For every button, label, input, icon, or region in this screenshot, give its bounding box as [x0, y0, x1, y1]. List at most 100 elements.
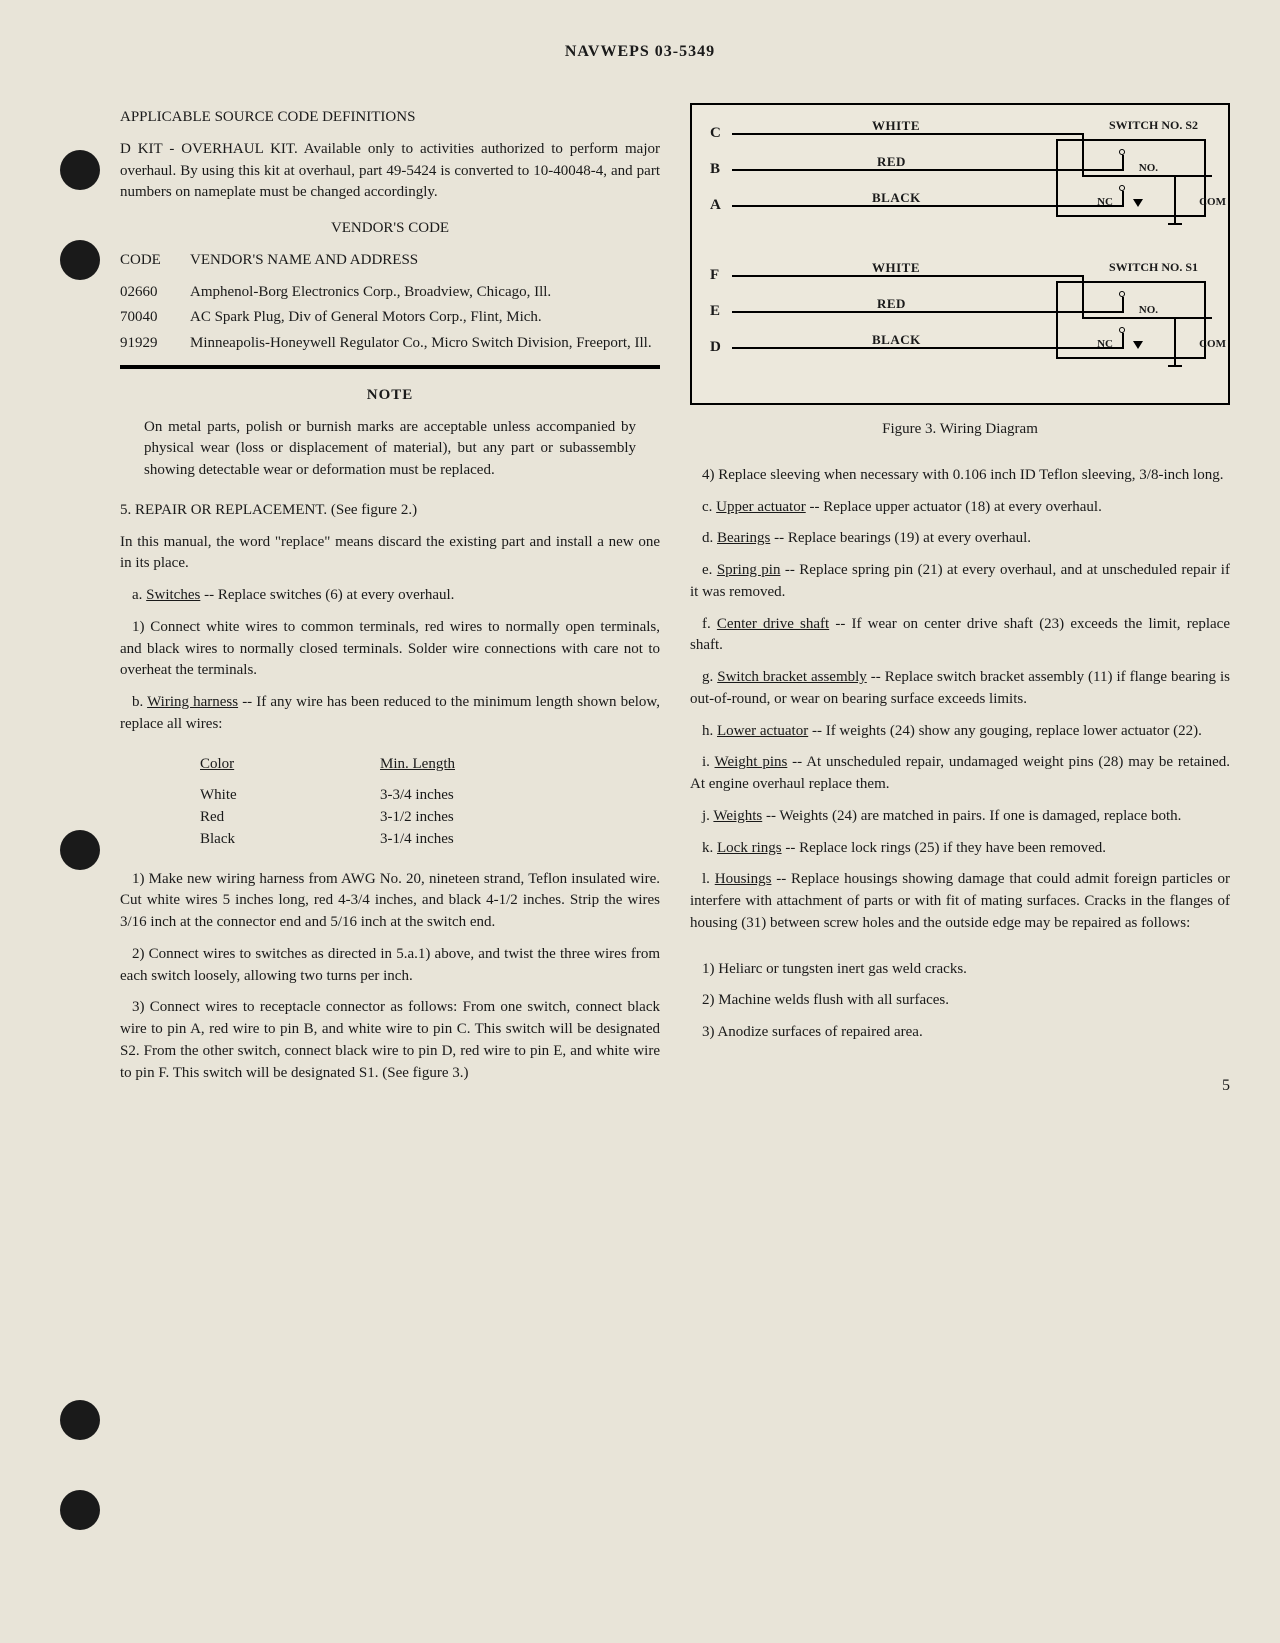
wire-red-s1	[732, 311, 1122, 313]
item-a1: 1) Connect white wires to common termina…	[120, 617, 660, 682]
ground-icon	[1168, 365, 1182, 367]
section5-title: 5. REPAIR OR REPLACEMENT. (See figure 2.…	[120, 500, 660, 522]
vendor-name: Amphenol-Borg Electronics Corp., Broadvi…	[190, 282, 660, 304]
item-c-label: Upper actuator	[716, 499, 806, 515]
right-column: SWITCH NO. S2 C WHITE B RED NO. A BLACK …	[690, 103, 1230, 1097]
item-l1: 1) Heliarc or tungsten inert gas weld cr…	[690, 959, 1230, 981]
no-label: NO.	[1139, 303, 1158, 319]
section5-intro: In this manual, the word "replace" means…	[120, 532, 660, 576]
item-k-label: Lock rings	[717, 840, 782, 856]
item-l-label: Housings	[715, 871, 772, 887]
item-f-label: Center drive shaft	[717, 616, 829, 632]
wire-len: 3-1/4 inches	[380, 829, 530, 851]
item-c-text: -- Replace upper actuator (18) at every …	[806, 499, 1102, 515]
item-j-text: -- Weights (24) are matched in pairs. If…	[762, 808, 1181, 824]
wire-len: 3-3/4 inches	[380, 785, 530, 807]
item-b3: 3) Connect wires to receptacle connector…	[120, 997, 660, 1084]
terminal-b: B	[710, 159, 720, 181]
wire-row: Red 3-1/2 inches	[200, 807, 660, 829]
terminal-e: E	[710, 301, 720, 323]
wire-color: Black	[200, 829, 380, 851]
wire-red-label: RED	[877, 153, 906, 172]
com-label: COM	[1199, 195, 1226, 211]
terminal-c: C	[710, 123, 721, 145]
wire-header-color: Color	[200, 754, 380, 776]
item-b: b. Wiring harness -- If any wire has bee…	[120, 692, 660, 736]
vendor-header-code: CODE	[120, 250, 190, 272]
arrow-icon	[1133, 341, 1143, 349]
item-d: d. Bearings -- Replace bearings (19) at …	[690, 528, 1230, 550]
binder-hole	[60, 830, 100, 870]
terminal-a: A	[710, 195, 721, 217]
source-code-title: APPLICABLE SOURCE CODE DEFINITIONS	[120, 107, 660, 129]
terminal-f: F	[710, 265, 719, 287]
wire-white-label: WHITE	[872, 259, 920, 278]
vendor-name: Minneapolis-Honeywell Regulator Co., Mic…	[190, 333, 660, 355]
item-l: l. Housings -- Replace housings showing …	[690, 869, 1230, 934]
vendor-name: AC Spark Plug, Div of General Motors Cor…	[190, 307, 660, 329]
item-i-label: Weight pins	[715, 754, 788, 770]
vendor-header-name: VENDOR'S NAME AND ADDRESS	[190, 250, 660, 272]
item-i: i. Weight pins -- At unscheduled repair,…	[690, 752, 1230, 796]
wire-red-s2	[732, 169, 1122, 171]
left-column: APPLICABLE SOURCE CODE DEFINITIONS D KIT…	[50, 103, 660, 1097]
item-g-label: Switch bracket assembly	[717, 669, 867, 685]
wire-len: 3-1/2 inches	[380, 807, 530, 829]
vendor-code: 02660	[120, 282, 190, 304]
wire-black-label: BLACK	[872, 331, 921, 350]
binder-hole	[60, 1490, 100, 1530]
binder-hole	[60, 240, 100, 280]
wire-black-label: BLACK	[872, 189, 921, 208]
divider	[120, 365, 660, 369]
item-k-text: -- Replace lock rings (25) if they have …	[782, 840, 1106, 856]
item-d-text: -- Replace bearings (19) at every overha…	[770, 530, 1031, 546]
binder-hole	[60, 1400, 100, 1440]
wire-white-label: WHITE	[872, 117, 920, 136]
vendor-row: 70040 AC Spark Plug, Div of General Moto…	[120, 307, 660, 329]
vendor-code-title: VENDOR'S CODE	[120, 218, 660, 240]
wire-black-s1	[732, 347, 1122, 349]
wire-color: Red	[200, 807, 380, 829]
item-j-label: Weights	[713, 808, 762, 824]
d-kit-para: D KIT - OVERHAUL KIT. Available only to …	[120, 139, 660, 204]
item-e: e. Spring pin -- Replace spring pin (21)…	[690, 560, 1230, 604]
item-b1: 1) Make new wiring harness from AWG No. …	[120, 869, 660, 934]
item-h-text: -- If weights (24) show any gouging, rep…	[808, 723, 1202, 739]
wire-row: Black 3-1/4 inches	[200, 829, 660, 851]
item-l-text: -- Replace housings showing damage that …	[690, 871, 1230, 931]
item-k: k. Lock rings -- Replace lock rings (25)…	[690, 838, 1230, 860]
no-label: NO.	[1139, 161, 1158, 177]
item-a-text: -- Replace switches (6) at every overhau…	[200, 587, 454, 603]
item-b2: 2) Connect wires to switches as directed…	[120, 944, 660, 988]
item-f: f. Center drive shaft -- If wear on cent…	[690, 614, 1230, 658]
item-d-label: Bearings	[717, 530, 770, 546]
item-a: a. Switches -- Replace switches (6) at e…	[120, 585, 660, 607]
nc-label: NC	[1097, 195, 1113, 211]
nc-label: NC	[1097, 337, 1113, 353]
page-header: NAVWEPS 03-5349	[50, 40, 1230, 63]
item-g: g. Switch bracket assembly -- Replace sw…	[690, 667, 1230, 711]
item-l2: 2) Machine welds flush with all surfaces…	[690, 990, 1230, 1012]
vendor-row: 02660 Amphenol-Borg Electronics Corp., B…	[120, 282, 660, 304]
switch-s1-title: SWITCH NO. S1	[1109, 259, 1198, 276]
item-h-label: Lower actuator	[717, 723, 808, 739]
switch-s1-block: SWITCH NO. S1 F WHITE E RED NO. D BLACK …	[702, 255, 1218, 385]
ground-icon	[1168, 223, 1182, 225]
item-j: j. Weights -- Weights (24) are matched i…	[690, 806, 1230, 828]
binder-hole	[60, 150, 100, 190]
wire-black-s2	[732, 205, 1122, 207]
vendor-code: 70040	[120, 307, 190, 329]
vendor-row: 91929 Minneapolis-Honeywell Regulator Co…	[120, 333, 660, 355]
item-l3: 3) Anodize surfaces of repaired area.	[690, 1022, 1230, 1044]
wiring-diagram: SWITCH NO. S2 C WHITE B RED NO. A BLACK …	[690, 103, 1230, 405]
wire-table: Color Min. Length White 3-3/4 inches Red…	[120, 746, 660, 859]
wire-header-len: Min. Length	[380, 754, 530, 776]
item-h: h. Lower actuator -- If weights (24) sho…	[690, 721, 1230, 743]
switch-s2-title: SWITCH NO. S2	[1109, 117, 1198, 134]
item-a-label: Switches	[146, 587, 200, 603]
switch-s2-block: SWITCH NO. S2 C WHITE B RED NO. A BLACK …	[702, 113, 1218, 243]
figure-caption: Figure 3. Wiring Diagram	[690, 419, 1230, 441]
terminal-d: D	[710, 337, 721, 359]
wire-color: White	[200, 785, 380, 807]
arrow-icon	[1133, 199, 1143, 207]
